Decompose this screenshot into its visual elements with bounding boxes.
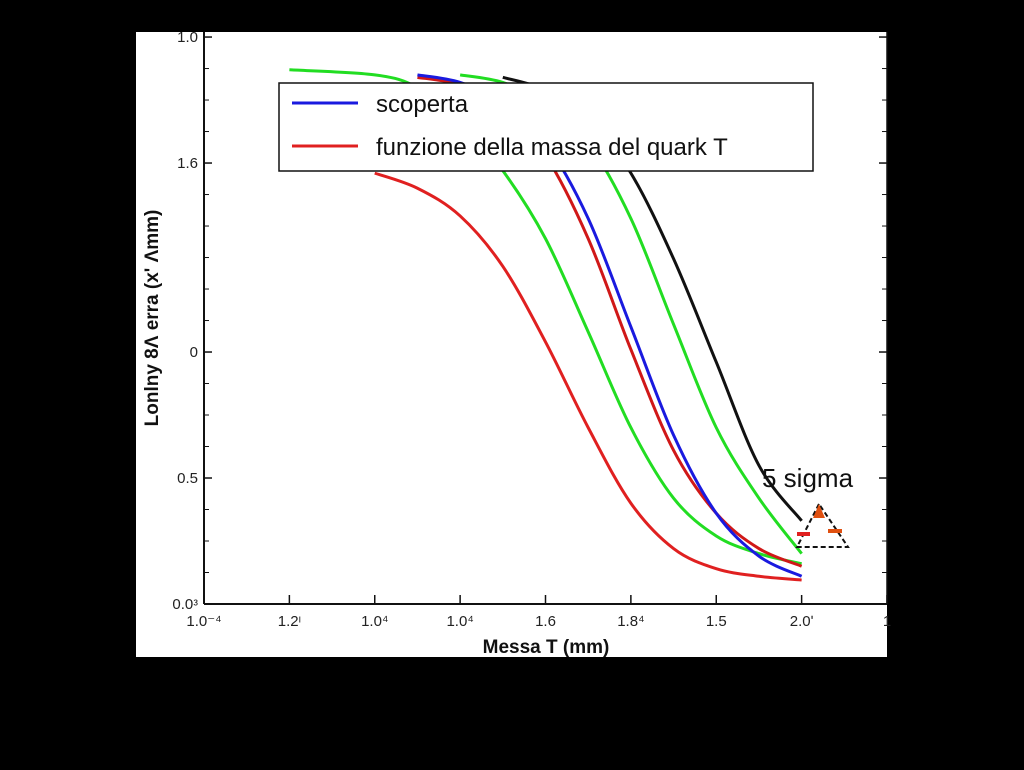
legend-label-funzione: funzione della massa del quark T <box>376 134 728 161</box>
annotation-5-sigma: 5 sigma <box>762 463 854 493</box>
y-tick-label: 1.0 <box>177 29 198 46</box>
x-tick-label: 2.0ʹ <box>790 613 814 630</box>
y-tick-label: 0.5 <box>177 470 198 487</box>
x-tick-label: 1.5 <box>706 613 727 630</box>
y-tick-label: 0 <box>190 344 198 361</box>
triangle-marker-icon <box>795 502 850 548</box>
x-tick-label: 1.0⁴ <box>361 613 388 630</box>
x-tick-label: 1.0⁻⁴ <box>186 613 221 630</box>
legend-label-scoperta: scoperta <box>376 91 469 118</box>
legend: scoperta funzione della massa del quark … <box>278 82 814 172</box>
legend-box <box>278 82 814 172</box>
series-line-0 <box>374 171 802 582</box>
y-tick-label: 1.6 <box>177 155 198 172</box>
x-tick-label: 1 <box>883 613 891 630</box>
x-axis-label: Messa T (mm) <box>483 637 610 658</box>
x-tick-label: 1.2ᶦ <box>278 613 301 630</box>
x-tick-label: 1.6 <box>535 613 556 630</box>
x-tick-label: 1.0⁴ <box>446 613 473 630</box>
axes: 1.0⁻⁴ 1.2ᶦ 1.0⁴ 1.0⁴ 1.6 1.8⁴ 1.5 2.0ʹ 1 0.0ᵌ 0.5 0… <box>172 29 891 630</box>
y-axis-label: Lonlny 8Λ erra (x' Λmm) <box>142 210 163 427</box>
y-tick-label: 0.0ᵌ <box>172 596 198 613</box>
x-tick-label: 1.8⁴ <box>617 613 644 630</box>
